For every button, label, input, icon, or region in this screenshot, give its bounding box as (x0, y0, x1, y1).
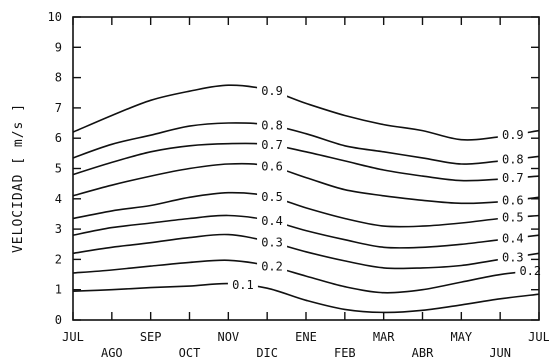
curve-label-layer: 0.10.2 0.20.30.30.40.40.50.50.60.60.70.70… (227, 83, 546, 292)
curve-label: 0.4 (261, 214, 283, 228)
curve-label: 0.6 (261, 160, 283, 174)
curve-label: 0.9 (502, 128, 524, 142)
y-tick-label: 8 (55, 71, 62, 85)
curve-label-bg (257, 234, 288, 249)
curve-label-bg (497, 151, 528, 166)
curve-0-5 (72, 191, 540, 228)
curve-label-bg (497, 249, 528, 264)
x-month-label: JUL (62, 330, 84, 344)
curve-label-bg (497, 126, 528, 141)
x-month-label: ABR (412, 346, 434, 360)
y-tick-label: 0 (55, 313, 62, 327)
plot-frame (72, 16, 540, 321)
y-tick-label: 10 (48, 10, 62, 24)
y-tick-label: 7 (55, 101, 62, 115)
x-month-label: DIC (256, 346, 278, 360)
curve-0-1 (72, 282, 540, 314)
x-month-label: OCT (179, 346, 201, 360)
y-tick-label: 9 (55, 40, 62, 54)
curve-0-7 (72, 142, 540, 182)
x-month-label: MAY (450, 330, 472, 344)
x-month-label: NOV (217, 330, 239, 344)
y-tick-label: 4 (55, 192, 62, 206)
curve-label: 0.9 (261, 84, 283, 98)
curve-label-bg (257, 258, 288, 273)
curve-label: 0.8 (261, 118, 283, 132)
curve-label-bg (257, 158, 288, 173)
curve-0-3 (72, 233, 540, 270)
curve-label-bg (497, 209, 528, 224)
curve-label: 0.7 (502, 171, 524, 185)
x-month-label: AGO (101, 346, 123, 360)
x-month-label: ENE (295, 330, 317, 344)
curve-label-bg (497, 170, 528, 185)
curve-label: 0.4 (502, 231, 524, 245)
curve-label: 0.8 (502, 153, 524, 167)
curve-0-9 (72, 84, 540, 141)
curve-label: 0.2 (261, 260, 283, 274)
curve-label-bg (257, 83, 288, 98)
curve-label: 0.7 (261, 138, 283, 152)
y-tick-label: 1 (55, 283, 62, 297)
curve-label: 0.5 (261, 190, 283, 204)
x-month-label: MAR (373, 330, 395, 344)
curve-layer (72, 84, 540, 314)
curve-label: 0.1 (232, 278, 254, 292)
y-tick-label: 3 (55, 222, 62, 236)
curve-label: 0.3 (261, 235, 283, 249)
x-month-label: SEP (140, 330, 162, 344)
curve-0-8 (72, 122, 540, 165)
x-month-label: JUN (489, 346, 511, 360)
y-axis-label: VELOCIDAD [ m/s ] (11, 103, 26, 253)
y-tick-label: 2 (55, 252, 62, 266)
curve-0-4 (72, 214, 540, 249)
curve-label-bg (257, 137, 288, 152)
curve-label: 0.5 (502, 211, 524, 225)
curve-label: 0.3 (502, 251, 524, 265)
curve-label-bg (257, 117, 288, 132)
x-month-label: FEB (334, 346, 356, 360)
curve-label-bg (497, 192, 528, 207)
curve-label-bg (497, 230, 528, 245)
curve-label-bg (515, 263, 546, 278)
curve-label-bg (227, 277, 258, 292)
y-tick-label: 5 (55, 162, 62, 176)
x-month-label: JUL (528, 330, 549, 344)
curve-label-bg (257, 188, 288, 203)
y-tick-label: 6 (55, 131, 62, 145)
axis-layer: 0 1 2 3 4 5 6 7 8 9 10 JUL SEP NOV ENE MAR MAY JUL AGO OCT D… (48, 10, 549, 360)
curve-label: 0.2 (519, 264, 541, 278)
curve-0-2 (72, 259, 540, 294)
curve-label: 0.6 (502, 193, 524, 207)
curve-label-bg (257, 213, 288, 228)
curve-0-6 (72, 162, 540, 205)
